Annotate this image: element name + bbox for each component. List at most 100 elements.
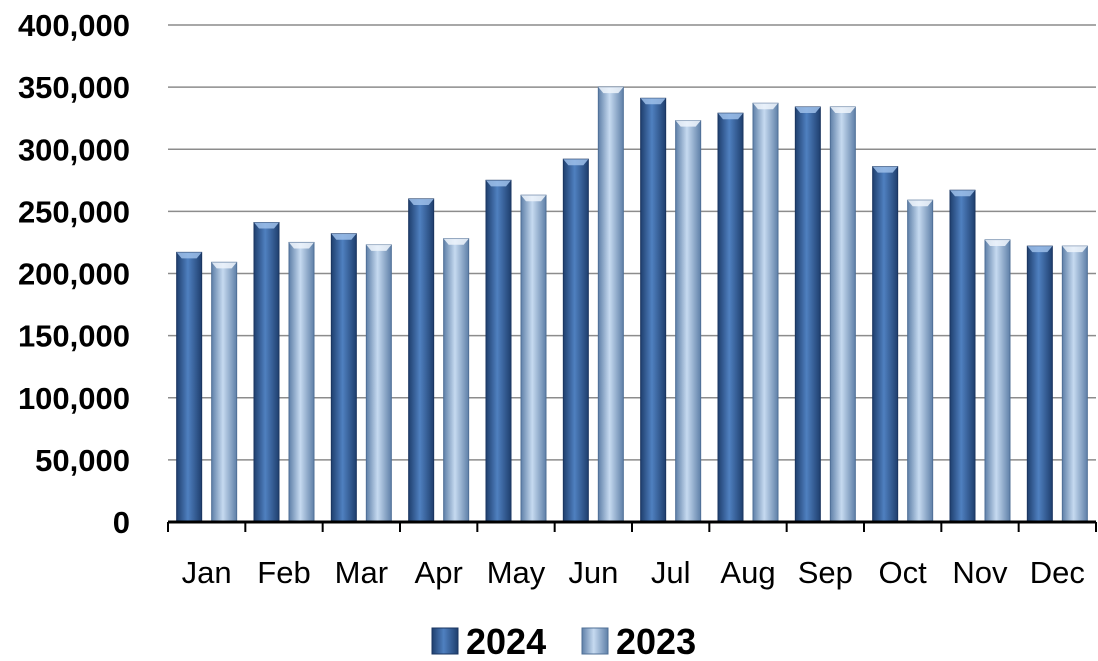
bar-2024-Dec-body [1026, 245, 1053, 523]
bar-2023-Nov-body [984, 239, 1011, 523]
bar-2023-Dec-bevel [1062, 246, 1088, 253]
x-tick-label: Jun [568, 555, 618, 590]
bar-2023-Apr-body [443, 238, 470, 523]
bar-2023-Aug-bevel [753, 103, 778, 110]
bar-2023-Feb-bevel [289, 242, 314, 249]
bar-2024-Oct [872, 166, 899, 523]
bar-2024-May-bevel [486, 180, 511, 187]
bar-2023-Jul-bevel [675, 120, 701, 127]
bar-2024-Mar [330, 233, 357, 523]
bar-2024-Oct-bevel [872, 166, 898, 173]
y-tick-label: 100,000 [18, 381, 130, 416]
x-tick-label: Aug [720, 555, 775, 590]
bar-2023-May-body [520, 194, 547, 523]
bar-2023-Oct-body [907, 199, 934, 523]
bar-2023-Jun-bevel [598, 87, 624, 94]
bar-2024-Jun [562, 158, 589, 523]
bar-2023-Aug-body [752, 102, 779, 523]
bar-2024-Feb-bevel [254, 222, 279, 229]
bar-2024-Mar-bevel [331, 233, 357, 240]
bar-2024-Dec-bevel [1027, 246, 1053, 253]
legend-item-2023: 2023 [581, 621, 696, 661]
bar-2023-Sep-body [829, 106, 856, 523]
y-tick-label: 300,000 [18, 132, 130, 167]
bar-2024-Nov-bevel [950, 190, 975, 197]
bar-2024-Sep [794, 106, 821, 523]
bar-2023-Jan-bevel [211, 262, 237, 269]
bar-2024-Sep-bevel [795, 107, 821, 114]
bar-2023-Apr [443, 238, 470, 523]
bar-2024-Jul-body [640, 97, 667, 523]
bar-2024-May-body [485, 179, 512, 523]
legend-item-2024: 2024 [431, 621, 546, 661]
y-tick-label: 350,000 [18, 70, 130, 105]
bar-2024-Aug-bevel [718, 113, 743, 120]
bar-2024-Jan-body [176, 251, 203, 523]
x-tick-label: Sep [798, 555, 853, 590]
bar-2023-Jul-body [675, 120, 702, 523]
x-tick-label: Nov [952, 555, 1008, 590]
legend-swatch-2023 [581, 627, 609, 655]
bar-2023-May [520, 194, 547, 523]
legend-label-2023: 2023 [616, 621, 696, 661]
bar-2023-Mar-body [365, 244, 392, 523]
bar-2024-Feb-body [253, 222, 280, 523]
bar-2023-Jan-body [211, 261, 238, 523]
bar-2024-Jul [640, 97, 667, 523]
bar-2024-Jan [176, 251, 203, 523]
x-tick-label: Mar [335, 555, 388, 590]
bar-2023-Oct-bevel [907, 200, 933, 207]
x-axis [167, 520, 1097, 532]
bar-2023-Mar [365, 244, 392, 523]
x-tick-label: Oct [879, 555, 928, 590]
bar-2024-Oct-body [872, 166, 899, 523]
bar-2024-Aug-body [717, 112, 744, 523]
bar-2024-Nov-body [949, 189, 976, 523]
bar-2023-Mar-bevel [366, 244, 392, 251]
bar-2023-Apr-bevel [443, 238, 469, 245]
bar-2024-Nov [949, 189, 976, 523]
bar-2024-Apr [408, 198, 435, 523]
y-tick-label: 50,000 [35, 443, 130, 478]
x-tick-label: May [487, 555, 546, 590]
bar-2023-Sep-bevel [830, 107, 856, 114]
legend-swatch-2024 [431, 627, 459, 655]
x-tick-label: Dec [1030, 555, 1085, 590]
gridlines [168, 24, 1096, 461]
bar-2023-Dec [1061, 245, 1088, 523]
bar-2024-Dec [1026, 245, 1053, 523]
bar-2024-Apr-body [408, 198, 435, 523]
y-axis-tick-labels: 0 50,000 100,000 150,000 200,000 250,000 300,0… [18, 8, 130, 540]
bar-2023-Oct [907, 199, 934, 523]
y-tick-label: 0 [113, 505, 130, 540]
bar-2023-Jul [675, 120, 702, 523]
y-tick-label: 150,000 [18, 319, 130, 354]
bar-2024-Mar-body [330, 233, 357, 523]
bar-2023-Jan [211, 261, 238, 523]
bar-2024-Apr-bevel [408, 198, 434, 205]
x-tick-label: Jul [651, 555, 691, 590]
legend-label-2024: 2024 [466, 621, 546, 661]
bar-2023-Aug [752, 102, 779, 523]
y-tick-label: 200,000 [18, 257, 130, 292]
bar-2024-Feb [253, 222, 280, 523]
bar-2023-Jun [597, 86, 624, 523]
x-tick-label: Jan [182, 555, 232, 590]
y-tick-label: 400,000 [18, 8, 130, 43]
legend: 2024 2023 [431, 621, 696, 661]
bar-2023-Feb-body [288, 241, 315, 523]
bar-2023-Sep [829, 106, 856, 523]
y-tick-label: 250,000 [18, 194, 130, 229]
bar-2024-Aug [717, 112, 744, 523]
x-tick-label: Feb [257, 555, 310, 590]
bar-2024-Jul-bevel [640, 98, 666, 105]
bar-2024-Jun-body [562, 158, 589, 523]
x-tick-label: Apr [415, 555, 463, 590]
bar-2023-Feb [288, 241, 315, 523]
x-axis-tick-labels: Jan Feb Mar Apr May Jun Jul Aug Sep Oct Nov Dec [182, 555, 1085, 590]
bar-2024-Jan-bevel [176, 252, 202, 259]
bar-2023-Nov-bevel [985, 239, 1010, 246]
bar-2024-Jun-bevel [563, 159, 589, 166]
bar-2023-Nov [984, 239, 1011, 523]
